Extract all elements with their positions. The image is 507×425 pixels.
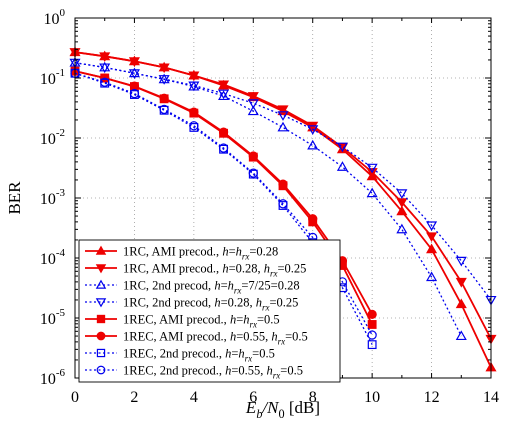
x-axis-label: Eb/N0 [dB] — [245, 398, 320, 421]
data-point — [248, 168, 258, 178]
data-point — [455, 256, 467, 267]
data-point — [455, 298, 467, 309]
data-point — [218, 80, 230, 91]
legend-box — [78, 239, 341, 383]
data-point — [278, 179, 288, 189]
data-point — [188, 81, 200, 92]
data-point — [396, 189, 408, 199]
legend-marker — [95, 264, 107, 274]
series-line — [74, 62, 462, 337]
data-point — [367, 340, 377, 350]
x-tick-label: 10 — [364, 389, 380, 406]
data-point — [277, 111, 289, 121]
legend-marker — [95, 245, 107, 255]
legend-label: 1REC, AMI precod., h=hrx=0.5 — [123, 313, 280, 330]
data-point — [396, 223, 408, 234]
data-point — [455, 330, 467, 341]
legend-label: 1RC, AMI precod., h=0.28, hrx=0.25 — [123, 262, 306, 279]
legend-label: 1REC, 2nd precod., h=hrx=0.5 — [123, 347, 275, 364]
y-tick-label: 10-5 — [40, 307, 66, 328]
data-point — [99, 52, 111, 63]
data-point — [367, 320, 377, 329]
data-point — [188, 71, 200, 82]
data-point — [396, 205, 408, 216]
data-point — [336, 142, 348, 153]
data-point — [366, 163, 378, 174]
data-point — [367, 330, 377, 340]
data-point — [129, 88, 140, 99]
data-point — [455, 277, 467, 288]
legend-marker — [96, 331, 106, 341]
data-point — [189, 121, 199, 131]
legend-label: 1REC, 2nd precod., h=0.55, hrx=0.5 — [123, 364, 303, 381]
data-point — [158, 75, 170, 85]
legend-marker — [96, 314, 106, 324]
data-point — [158, 63, 170, 74]
legend-label: 1RC, AMI precod., h=hrx=0.28 — [123, 245, 278, 262]
y-tick-label: 10-1 — [40, 67, 65, 88]
series-2 — [69, 48, 497, 345]
data-point — [307, 125, 319, 135]
legend-marker — [96, 348, 106, 358]
legend-label: 1REC, AMI precod., h=0.55, hrx=0.5 — [123, 330, 308, 347]
x-tick-label: 8 — [309, 389, 317, 406]
data-point — [218, 90, 230, 101]
x-tick-label: 2 — [130, 389, 138, 406]
legend-marker — [96, 365, 106, 375]
axis-ticks: 0 2 4 6 8 10 12 14 10-6 10-5 10-4 10-3 10-2 10-1 100 — [40, 7, 499, 406]
legend-marker — [95, 298, 107, 308]
data-point — [218, 127, 229, 137]
x-tick-label: 6 — [249, 389, 257, 406]
data-point — [277, 105, 289, 116]
y-axis-label: BER — [5, 181, 24, 215]
data-point — [308, 214, 318, 224]
data-point — [248, 151, 258, 161]
data-point — [100, 77, 110, 87]
series-4 — [69, 58, 497, 306]
data-point — [159, 93, 169, 103]
legend-label: 1RC, 2nd precod, h=0.28, hrx=0.25 — [123, 296, 298, 313]
x-tick-label: 14 — [483, 389, 499, 406]
data-point — [128, 69, 140, 79]
data-point — [189, 107, 199, 117]
data-point — [426, 243, 438, 254]
data-point — [307, 139, 319, 150]
data-point — [277, 121, 289, 132]
data-point — [366, 187, 378, 198]
data-point — [247, 99, 259, 109]
y-tick-label: 10-4 — [40, 247, 66, 268]
data-point — [367, 309, 377, 320]
data-point — [218, 143, 229, 153]
data-point — [159, 104, 169, 115]
y-tick-label: 10-2 — [40, 127, 65, 148]
data-point — [247, 105, 259, 116]
x-tick-label: 4 — [190, 389, 198, 406]
x-tick-label: 0 — [71, 389, 79, 406]
legend-label: 1RC, 2nd precod, h=hrx=7/25=0.28 — [123, 279, 300, 296]
legend-marker — [95, 279, 107, 289]
data-point — [218, 89, 230, 100]
series-line — [74, 62, 492, 301]
data-point — [247, 92, 259, 102]
y-tick-label: 10-6 — [40, 367, 66, 388]
data-point — [426, 221, 438, 232]
y-tick-label: 10-3 — [40, 187, 66, 208]
data-series — [69, 46, 497, 372]
data-point — [426, 232, 438, 243]
data-point — [278, 199, 288, 209]
data-point — [128, 57, 140, 67]
data-point — [336, 161, 348, 171]
x-tick-label: 12 — [424, 389, 440, 406]
data-point — [99, 63, 111, 74]
y-tick-label: 100 — [44, 7, 66, 28]
data-point — [426, 271, 438, 282]
